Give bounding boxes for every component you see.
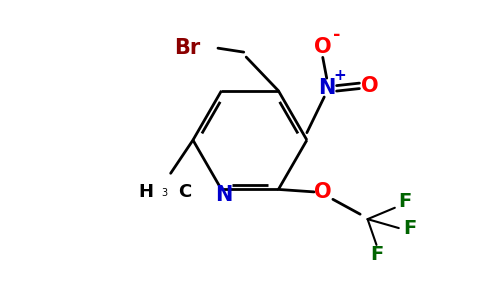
Text: C: C (178, 183, 191, 201)
Text: O: O (314, 38, 332, 58)
Text: F: F (398, 192, 411, 211)
Text: +: + (333, 68, 347, 83)
Text: H: H (138, 183, 153, 201)
Text: -: - (333, 26, 340, 44)
Text: $_3$: $_3$ (161, 184, 168, 199)
Text: F: F (403, 219, 416, 238)
Text: N: N (215, 185, 233, 206)
Text: N: N (318, 78, 335, 98)
Text: O: O (314, 182, 332, 202)
Text: F: F (370, 245, 383, 264)
Text: O: O (362, 76, 379, 96)
Text: Br: Br (174, 38, 201, 58)
